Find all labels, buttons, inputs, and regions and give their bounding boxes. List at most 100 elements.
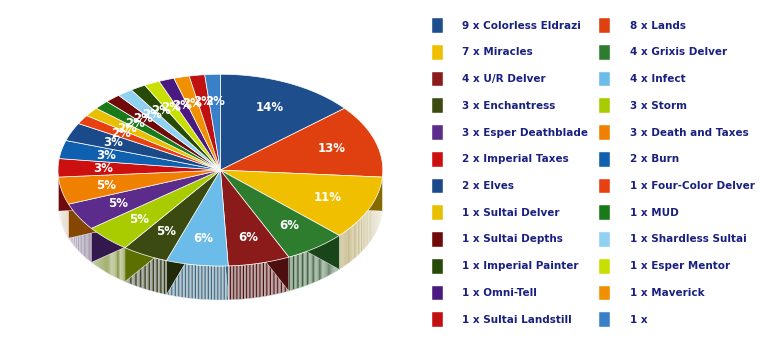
Polygon shape [223, 266, 224, 300]
Text: 6%: 6% [194, 232, 214, 245]
Polygon shape [116, 244, 117, 278]
Polygon shape [268, 261, 270, 296]
Polygon shape [298, 254, 299, 288]
Polygon shape [91, 170, 220, 262]
Polygon shape [176, 262, 178, 297]
Polygon shape [150, 256, 151, 291]
Polygon shape [352, 226, 353, 260]
Polygon shape [321, 245, 322, 279]
Polygon shape [225, 266, 226, 300]
Polygon shape [199, 265, 201, 299]
Text: 6%: 6% [279, 220, 299, 232]
Polygon shape [195, 265, 196, 299]
Polygon shape [68, 170, 220, 238]
Polygon shape [163, 260, 165, 294]
Polygon shape [255, 263, 257, 298]
Polygon shape [338, 236, 339, 270]
Polygon shape [169, 261, 171, 295]
Polygon shape [318, 246, 320, 280]
FancyBboxPatch shape [432, 45, 442, 60]
Polygon shape [142, 254, 144, 288]
Polygon shape [277, 260, 278, 294]
Polygon shape [303, 252, 304, 287]
Polygon shape [300, 253, 302, 287]
Polygon shape [105, 238, 106, 272]
Polygon shape [275, 260, 277, 294]
Polygon shape [115, 243, 116, 277]
Polygon shape [90, 228, 91, 262]
Polygon shape [145, 255, 146, 290]
Polygon shape [217, 266, 218, 300]
Polygon shape [231, 266, 233, 300]
Text: 6%: 6% [239, 231, 258, 244]
Polygon shape [122, 247, 124, 281]
Text: 1 x Shardless Sultai: 1 x Shardless Sultai [629, 235, 746, 245]
Polygon shape [274, 260, 275, 295]
Polygon shape [313, 248, 314, 283]
FancyBboxPatch shape [600, 259, 610, 274]
Polygon shape [204, 266, 205, 300]
Polygon shape [329, 241, 330, 276]
Polygon shape [314, 248, 315, 283]
FancyBboxPatch shape [432, 286, 442, 300]
Polygon shape [220, 170, 339, 269]
Text: 1 x Sultai Depths: 1 x Sultai Depths [462, 235, 563, 245]
Text: 5%: 5% [97, 179, 116, 191]
Polygon shape [283, 258, 285, 293]
Polygon shape [173, 262, 175, 296]
Polygon shape [92, 229, 93, 264]
Polygon shape [94, 230, 95, 265]
Text: 2%: 2% [172, 98, 192, 111]
Polygon shape [258, 263, 260, 298]
Polygon shape [99, 234, 100, 268]
Polygon shape [59, 141, 220, 170]
Polygon shape [166, 261, 168, 295]
Polygon shape [341, 234, 342, 268]
Polygon shape [59, 170, 220, 211]
Polygon shape [205, 266, 207, 300]
Text: 4 x Infect: 4 x Infect [629, 74, 686, 84]
Polygon shape [260, 263, 261, 297]
Polygon shape [107, 95, 220, 170]
Polygon shape [287, 257, 289, 292]
Polygon shape [289, 257, 290, 291]
Polygon shape [328, 242, 329, 276]
Polygon shape [172, 262, 173, 296]
Polygon shape [340, 234, 341, 269]
Text: 3 x Storm: 3 x Storm [629, 101, 686, 111]
Polygon shape [88, 226, 89, 260]
Text: 3%: 3% [97, 149, 116, 162]
FancyBboxPatch shape [600, 232, 610, 247]
Polygon shape [157, 259, 158, 293]
Polygon shape [244, 265, 245, 299]
Polygon shape [85, 223, 86, 258]
Polygon shape [267, 262, 268, 296]
FancyBboxPatch shape [432, 312, 442, 327]
Polygon shape [153, 257, 154, 292]
Polygon shape [261, 263, 263, 297]
Text: 1 x Maverick: 1 x Maverick [629, 288, 705, 298]
Text: 2%: 2% [151, 104, 171, 117]
Polygon shape [186, 264, 188, 298]
Polygon shape [220, 170, 228, 300]
FancyBboxPatch shape [600, 205, 610, 220]
Polygon shape [185, 264, 186, 298]
Polygon shape [124, 247, 125, 282]
Polygon shape [134, 251, 135, 286]
Text: 2%: 2% [204, 95, 225, 108]
Polygon shape [327, 242, 328, 277]
Polygon shape [355, 223, 356, 258]
Polygon shape [220, 170, 382, 211]
Polygon shape [192, 264, 193, 299]
Polygon shape [334, 238, 335, 272]
Polygon shape [337, 236, 338, 271]
Polygon shape [263, 262, 264, 297]
Polygon shape [299, 254, 300, 288]
Polygon shape [120, 246, 122, 280]
Polygon shape [316, 247, 318, 282]
Polygon shape [110, 240, 111, 275]
Polygon shape [91, 228, 92, 263]
Polygon shape [348, 229, 349, 264]
Polygon shape [160, 259, 161, 293]
Polygon shape [168, 261, 169, 295]
